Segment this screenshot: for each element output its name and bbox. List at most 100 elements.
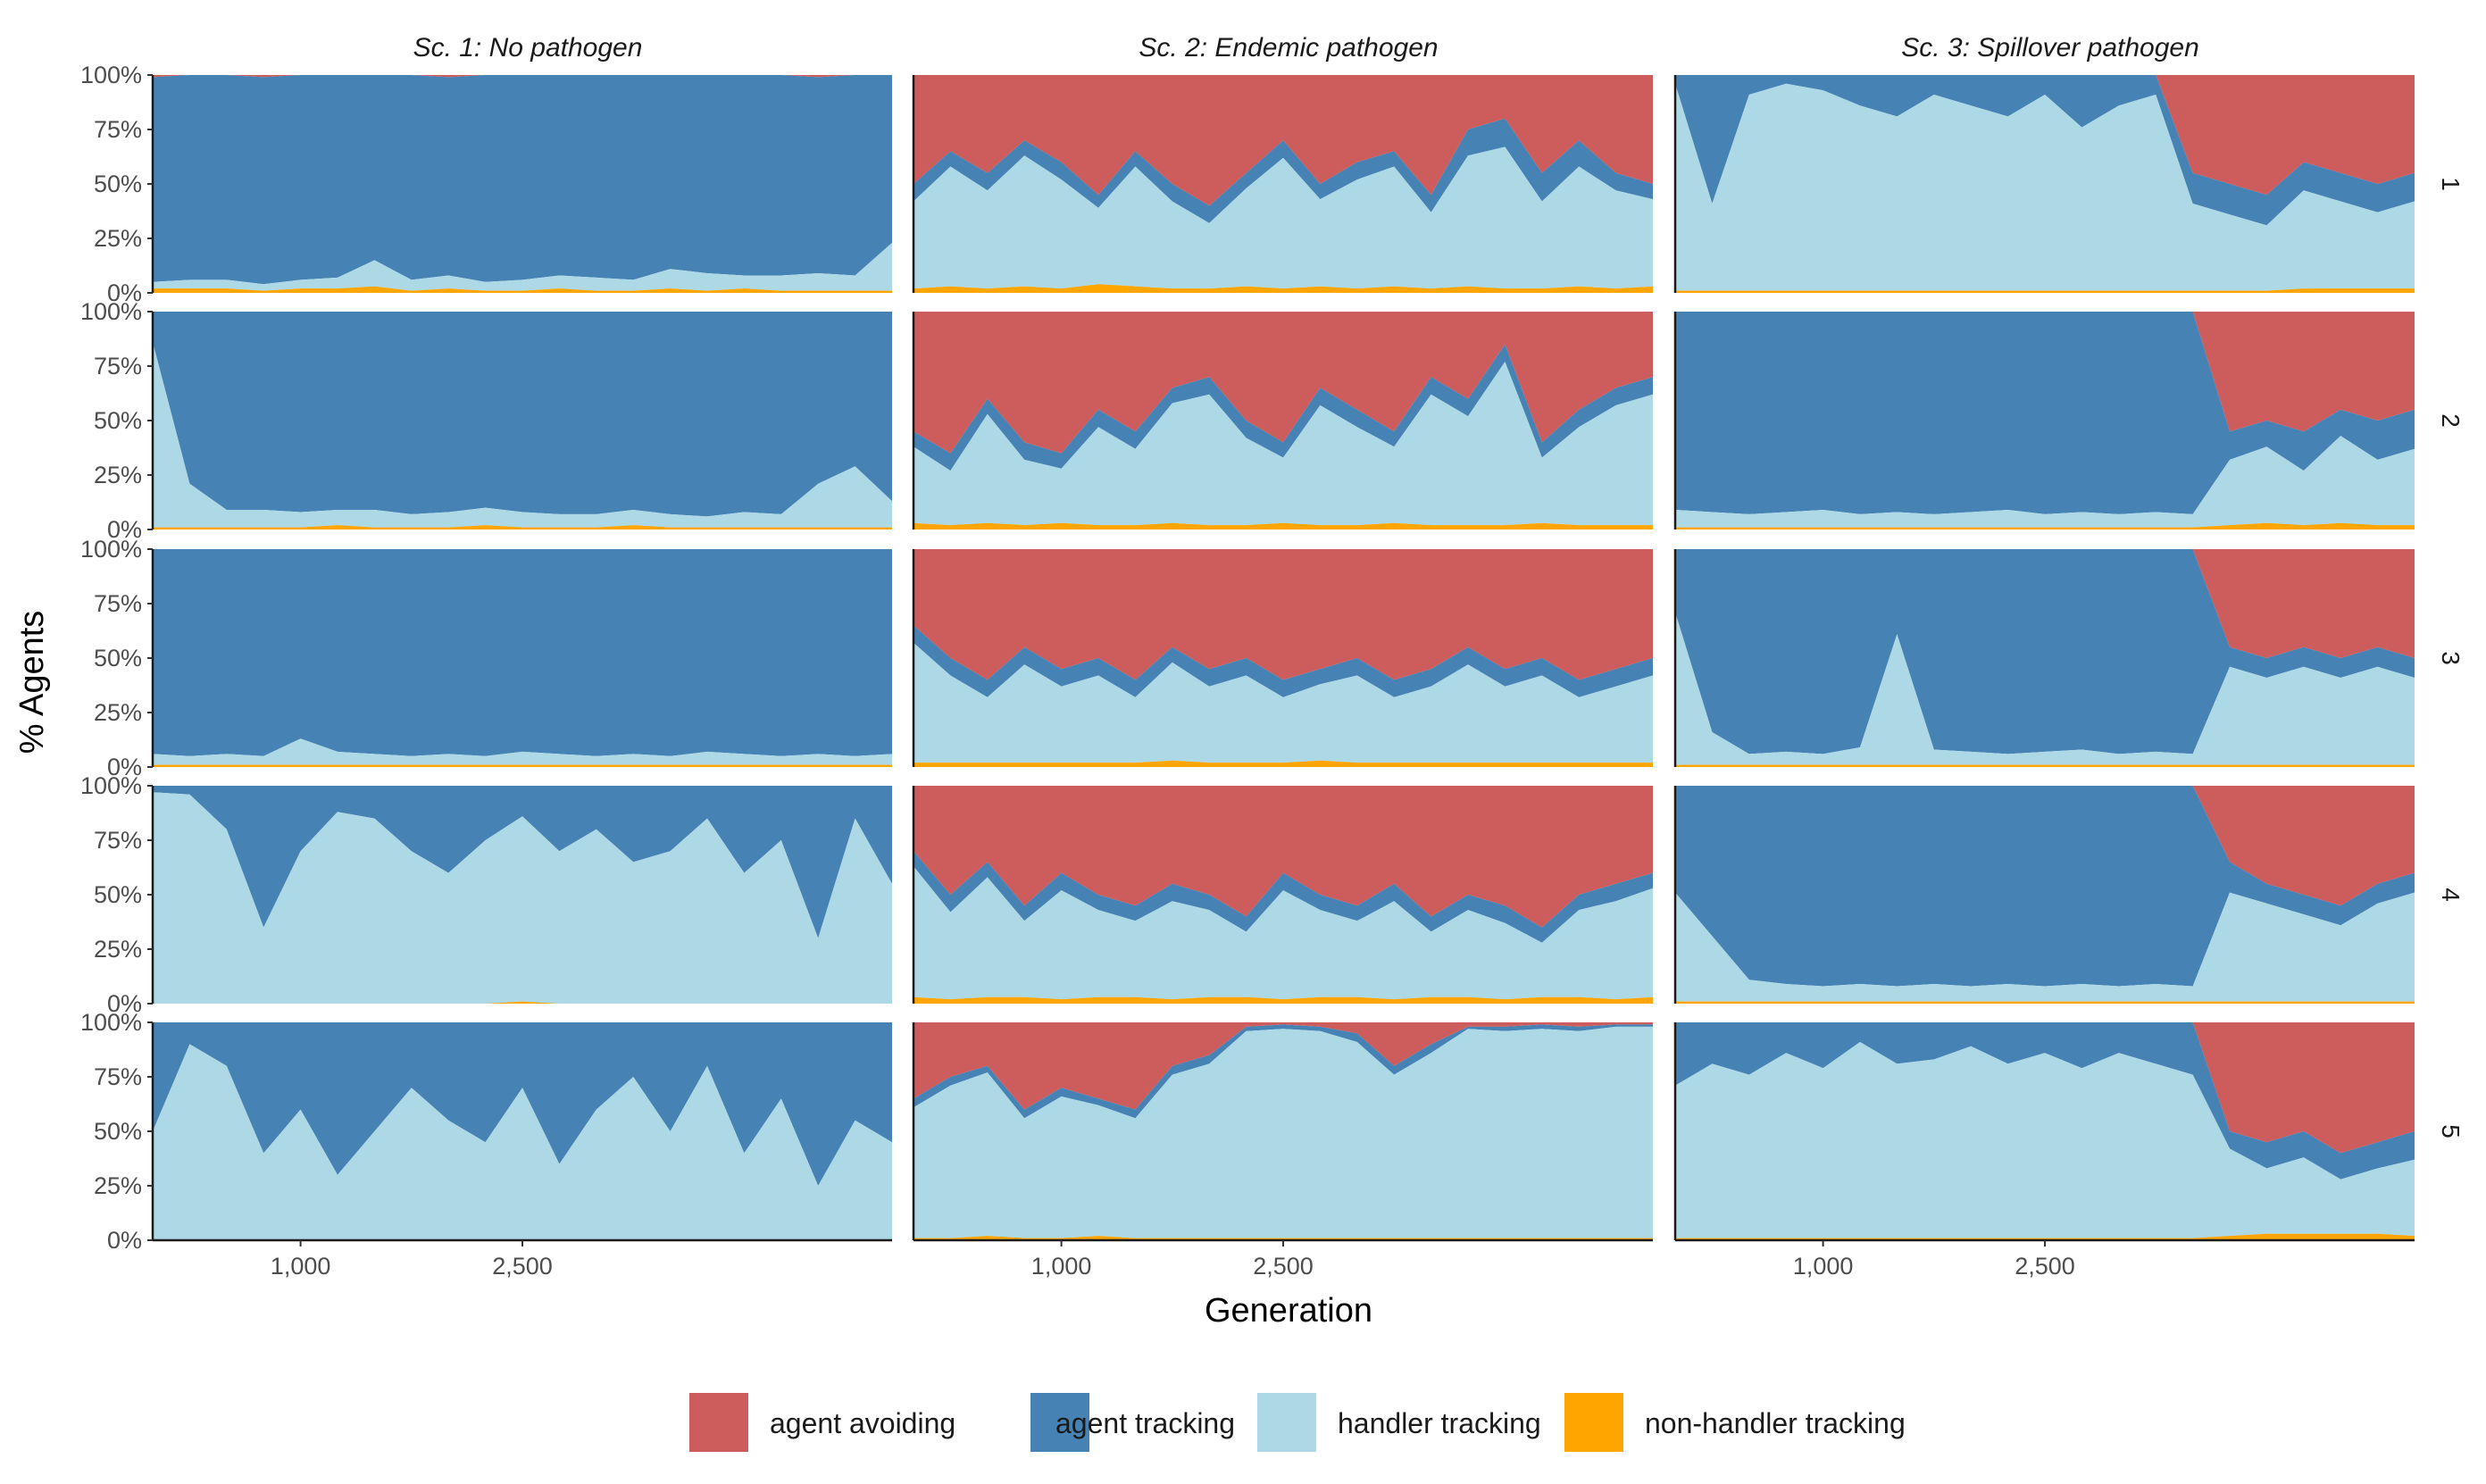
area-agent-avoiding bbox=[1675, 549, 2415, 658]
area-agent-avoiding bbox=[1675, 75, 2415, 196]
panel-col3-row1 bbox=[1673, 75, 2415, 293]
area-handler-tracking bbox=[913, 146, 1653, 289]
column-strip-label-sc3: Sc. 3: Spillover pathogen bbox=[1901, 33, 2199, 63]
y-tick-label: 50% bbox=[94, 1118, 142, 1145]
panel-col2-row1 bbox=[912, 75, 1653, 293]
legend-swatch-agent-tracking bbox=[1030, 1393, 1089, 1452]
y-tick-label: 25% bbox=[94, 462, 142, 488]
area-agent-avoiding bbox=[1675, 1022, 2415, 1154]
legend-label-handler-tracking: handler tracking bbox=[1338, 1407, 1541, 1439]
y-tick-label: 0% bbox=[107, 990, 142, 1017]
area-agent-avoiding bbox=[913, 312, 1653, 454]
legend-label-agent-tracking: agent tracking bbox=[1055, 1407, 1235, 1439]
area-agent-tracking bbox=[1675, 75, 2415, 226]
area-non-handler-tracking bbox=[153, 1001, 892, 1004]
area-handler-tracking bbox=[153, 1044, 892, 1240]
y-tick-label: 100% bbox=[80, 298, 142, 325]
legend-label-non-handler-tracking: non-handler tracking bbox=[1645, 1407, 1906, 1439]
area-agent-tracking bbox=[153, 786, 892, 938]
panel-col2-row3 bbox=[912, 549, 1653, 767]
column-strip-labels: Sc. 1: No pathogen Sc. 2: Endemic pathog… bbox=[413, 33, 2199, 63]
panel-col1-row2 bbox=[151, 312, 892, 529]
legend-label-agent-avoiding: agent avoiding bbox=[770, 1407, 955, 1439]
x-tick-label: 2,500 bbox=[492, 1253, 553, 1280]
panel-col2-row5 bbox=[912, 1022, 1653, 1242]
row-strip-label: 3 bbox=[2437, 651, 2465, 665]
area-agent-tracking bbox=[1675, 786, 2415, 987]
y-axis-title: % Agents bbox=[13, 611, 51, 755]
area-non-handler-tracking bbox=[153, 764, 892, 767]
area-agent-tracking bbox=[913, 344, 1653, 471]
y-tick-label: 0% bbox=[107, 516, 142, 543]
column-strip-label-sc1: Sc. 1: No pathogen bbox=[413, 33, 643, 63]
y-tick-label: 25% bbox=[94, 225, 142, 252]
area-agent-avoiding bbox=[913, 1022, 1653, 1110]
panel-col3-row5 bbox=[1673, 1022, 2415, 1242]
area-handler-tracking bbox=[1675, 436, 2415, 528]
panel-col2-row2 bbox=[912, 312, 1653, 529]
area-agent-tracking bbox=[913, 118, 1653, 223]
y-tick-label: 75% bbox=[94, 1063, 142, 1090]
y-tick-label: 75% bbox=[94, 116, 142, 143]
area-handler-tracking bbox=[153, 342, 892, 528]
area-non-handler-tracking bbox=[153, 525, 892, 529]
x-tick-label: 1,000 bbox=[1793, 1253, 1854, 1280]
y-tick-label: 50% bbox=[94, 881, 142, 908]
panel-col2-row4 bbox=[912, 786, 1653, 1004]
row-strip-label: 4 bbox=[2437, 888, 2465, 902]
x-axis-title: Generation bbox=[1205, 1292, 1372, 1330]
area-handler-tracking bbox=[913, 362, 1653, 526]
legend-swatch-agent-avoiding bbox=[689, 1393, 748, 1452]
area-non-handler-tracking bbox=[913, 996, 1653, 1004]
y-tick-label: 100% bbox=[80, 62, 142, 88]
area-agent-tracking bbox=[153, 75, 892, 285]
area-non-handler-tracking bbox=[913, 284, 1653, 293]
area-agent-tracking bbox=[1675, 312, 2415, 514]
panel-col1-row5 bbox=[151, 1022, 892, 1242]
area-handler-tracking bbox=[1675, 892, 2415, 1002]
y-tick-label: 50% bbox=[94, 645, 142, 671]
area-agent-tracking bbox=[913, 625, 1653, 697]
y-tick-label: 0% bbox=[107, 754, 142, 780]
area-agent-tracking bbox=[153, 549, 892, 756]
area-non-handler-tracking bbox=[1675, 1233, 2415, 1240]
y-tick-label: 75% bbox=[94, 827, 142, 854]
area-non-handler-tracking bbox=[1675, 764, 2415, 767]
row-strip-labels: 1 2 3 4 5 bbox=[2437, 177, 2465, 1138]
area-agent-avoiding bbox=[913, 549, 1653, 680]
area-handler-tracking bbox=[1675, 1042, 2415, 1238]
area-agent-avoiding bbox=[1675, 312, 2415, 432]
area-handler-tracking bbox=[913, 642, 1653, 763]
axes-layer: 0%25%50%75%100%0%25%50%75%100%0%25%50%75… bbox=[80, 62, 2075, 1280]
y-tick-label: 100% bbox=[80, 536, 142, 563]
legend-swatch-handler-tracking bbox=[1257, 1393, 1316, 1452]
legend: agent avoiding agent tracking handler tr… bbox=[689, 1393, 1906, 1452]
area-non-handler-tracking bbox=[1675, 1001, 2415, 1004]
area-agent-tracking bbox=[1675, 1022, 2415, 1180]
area-handler-tracking bbox=[913, 866, 1653, 1000]
y-tick-label: 100% bbox=[80, 1009, 142, 1036]
area-non-handler-tracking bbox=[1675, 522, 2415, 529]
area-handler-tracking bbox=[153, 792, 892, 1004]
area-handler-tracking bbox=[1675, 83, 2415, 291]
area-agent-avoiding bbox=[153, 75, 892, 78]
y-tick-label: 25% bbox=[94, 699, 142, 726]
area-non-handler-tracking bbox=[153, 286, 892, 293]
area-non-handler-tracking bbox=[913, 760, 1653, 767]
panel-col1-row1 bbox=[151, 75, 892, 293]
y-tick-label: 0% bbox=[107, 1227, 142, 1254]
area-non-handler-tracking bbox=[913, 522, 1653, 529]
area-agent-tracking bbox=[153, 1022, 892, 1186]
y-tick-label: 0% bbox=[107, 279, 142, 306]
y-tick-label: 50% bbox=[94, 407, 142, 434]
area-handler-tracking bbox=[913, 1026, 1653, 1238]
x-tick-label: 1,000 bbox=[1031, 1253, 1092, 1280]
y-tick-label: 75% bbox=[94, 353, 142, 379]
area-agent-tracking bbox=[1675, 549, 2415, 755]
panel-col3-row2 bbox=[1673, 312, 2415, 529]
panel-col1-row4 bbox=[151, 786, 892, 1004]
panel-col1-row3 bbox=[151, 549, 892, 767]
y-tick-label: 75% bbox=[94, 590, 142, 617]
area-non-handler-tracking bbox=[1675, 288, 2415, 293]
area-agent-tracking bbox=[153, 312, 892, 517]
